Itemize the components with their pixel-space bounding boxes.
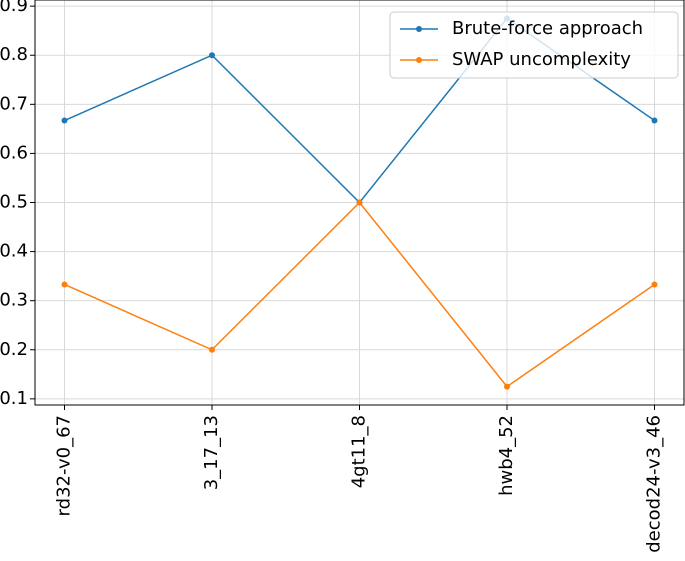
point	[651, 281, 658, 288]
x-tick-label: 4gt11_8	[349, 415, 370, 488]
legend-label: SWAP uncomplexity	[452, 49, 631, 70]
y-tick-label: 0.7	[0, 93, 28, 114]
y-tick-label: 0.9	[0, 0, 28, 16]
y-tick-label: 0.8	[0, 44, 28, 65]
point	[209, 346, 215, 353]
legend-label: Brute-force approach	[452, 18, 643, 39]
x-tick-label: decod24-v3_46	[644, 415, 665, 553]
x-tick-label: 3_17_13	[201, 415, 222, 490]
y-tick-label: 0.5	[0, 192, 28, 213]
x-tick-label: rd32-v0_67	[54, 415, 75, 516]
y-tick-label: 0.2	[0, 339, 28, 360]
y-tick-label: 0.1	[0, 388, 28, 409]
point	[651, 117, 658, 124]
point	[356, 199, 363, 206]
y-tick-label: 0.6	[0, 142, 28, 163]
legend-marker	[416, 26, 422, 32]
x-tick-label: hwb4_52	[496, 415, 517, 496]
plot-frame	[34, 0, 685, 406]
point	[209, 52, 215, 59]
legend-box	[389, 11, 679, 79]
point	[61, 281, 68, 288]
y-tick-label: 0.4	[0, 241, 28, 262]
point	[61, 117, 68, 124]
legend-marker	[416, 57, 422, 63]
y-tick-label: 0.3	[0, 290, 28, 311]
point	[504, 383, 510, 390]
